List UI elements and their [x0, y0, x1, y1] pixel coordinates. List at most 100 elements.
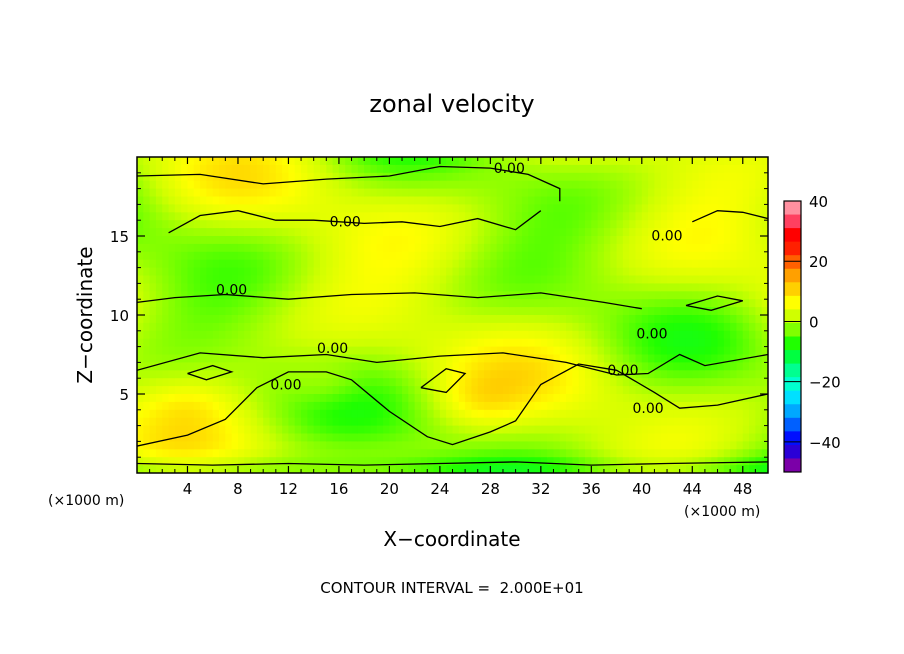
field-cell [364, 251, 372, 261]
field-cell [427, 299, 435, 308]
field-cell [288, 188, 296, 198]
field-cell [357, 291, 365, 300]
field-cell [187, 259, 195, 269]
field-cell [761, 449, 768, 458]
field-cell [193, 370, 201, 379]
field-cell [534, 378, 542, 387]
field-cell [155, 449, 163, 458]
field-cell [357, 370, 365, 379]
field-cell [515, 283, 523, 292]
field-cell [269, 457, 277, 466]
field-cell [597, 188, 605, 198]
field-cell [364, 330, 372, 340]
field-cell [654, 204, 662, 213]
field-cell [420, 465, 428, 473]
field-cell [490, 401, 498, 411]
field-cell [137, 378, 144, 387]
field-cell [629, 299, 637, 308]
field-cell [301, 457, 308, 466]
field-cell [408, 188, 416, 198]
field-cell [723, 164, 731, 174]
field-cell [231, 315, 239, 324]
field-cell [471, 259, 479, 269]
field-cell [484, 259, 491, 269]
field-cell [654, 196, 662, 205]
field-cell [446, 386, 454, 395]
field-cell [761, 157, 768, 166]
field-cell [193, 228, 201, 237]
field-cell [231, 370, 239, 379]
field-cell [692, 243, 700, 253]
field-cell [231, 346, 239, 356]
field-cell [679, 196, 687, 205]
field-cell [736, 236, 744, 245]
field-cell [597, 346, 605, 356]
field-cell [402, 378, 409, 387]
field-cell [307, 204, 315, 213]
field-cell [698, 338, 706, 348]
field-cell [698, 449, 706, 458]
field-cell [155, 346, 163, 356]
field-cell [723, 409, 731, 419]
field-cell [484, 457, 491, 466]
field-cell [540, 251, 548, 261]
field-cell [149, 164, 157, 174]
field-cell [692, 299, 700, 308]
field-cell [282, 243, 290, 253]
field-cell [313, 204, 321, 213]
field-cell [673, 188, 681, 198]
field-cell [730, 425, 738, 435]
field-cell [742, 330, 750, 340]
field-cell [755, 449, 763, 458]
field-cell [225, 236, 233, 245]
field-cell [200, 283, 208, 292]
field-cell [225, 322, 233, 332]
field-cell [427, 157, 435, 166]
field-cell [357, 394, 365, 403]
field-cell [698, 243, 706, 253]
field-cell [534, 180, 542, 190]
field-cell [237, 220, 245, 229]
field-cell [402, 164, 409, 174]
field-cell [345, 338, 353, 348]
field-cell [326, 243, 334, 253]
field-cell [389, 457, 397, 466]
field-cell [200, 204, 208, 213]
field-cell [376, 212, 384, 221]
field-cell [742, 441, 750, 450]
field-cell [648, 433, 656, 442]
field-cell [629, 164, 637, 174]
field-cell [288, 322, 296, 332]
field-cell [420, 188, 428, 198]
field-cell [370, 243, 378, 253]
field-cell [193, 220, 201, 229]
field-cell [137, 322, 144, 332]
field-cell [755, 164, 763, 174]
field-cell [547, 322, 555, 332]
field-cell [597, 315, 605, 324]
field-cell [402, 212, 409, 221]
field-cell [566, 386, 573, 395]
field-cell [685, 322, 693, 332]
field-cell [181, 267, 189, 277]
field-cell [585, 172, 592, 182]
field-cell [465, 299, 473, 308]
field-cell [420, 275, 428, 284]
field-cell [515, 338, 523, 348]
field-cell [326, 322, 334, 332]
field-cell [231, 465, 239, 473]
colorbar-swatch [784, 255, 801, 270]
field-cell [465, 394, 473, 403]
field-cell [496, 354, 504, 363]
field-cell [357, 188, 365, 198]
field-cell [414, 172, 422, 182]
field-cell [711, 243, 719, 253]
field-cell [635, 157, 643, 166]
field-cell [212, 322, 220, 332]
field-cell [364, 291, 372, 300]
field-cell [275, 196, 283, 205]
field-cell [458, 465, 466, 473]
field-cell [717, 417, 725, 427]
field-cell [484, 188, 491, 198]
field-cell [502, 164, 510, 174]
